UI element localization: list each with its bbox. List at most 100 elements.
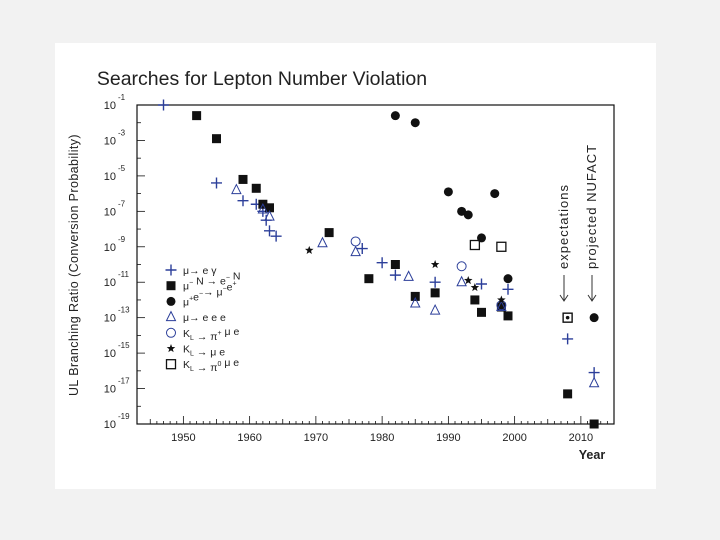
legend-label-part: N → e bbox=[193, 276, 226, 288]
y-tick-exponent: -9 bbox=[118, 235, 126, 244]
y-tick-label: 10 bbox=[104, 419, 116, 431]
data-point bbox=[237, 195, 249, 207]
data-point bbox=[304, 245, 314, 254]
data-point bbox=[350, 245, 361, 257]
y-tick-exponent: -19 bbox=[118, 412, 130, 421]
chart-panel: Searches for Lepton Number Violation UL … bbox=[55, 43, 656, 489]
legend-marker bbox=[166, 281, 176, 291]
y-tick-exponent: -11 bbox=[118, 270, 130, 279]
y-tick-label: 10 bbox=[104, 171, 116, 183]
legend-label-part: μ e bbox=[222, 326, 240, 338]
expectations-label: expectations bbox=[556, 184, 571, 269]
data-point bbox=[390, 111, 400, 121]
x-tick-label: 2010 bbox=[569, 432, 593, 444]
legend-label-part: + bbox=[233, 280, 237, 287]
data-point bbox=[238, 174, 248, 184]
y-tick-label: 10 bbox=[104, 313, 116, 325]
x-axis-ticks: 1950 1960 1970 1980 1990 2000 2010 bbox=[149, 416, 615, 444]
legend-label-part: + bbox=[189, 295, 193, 302]
series-5 bbox=[304, 245, 506, 304]
legend-label-part: → π bbox=[194, 331, 218, 343]
legend-marker bbox=[166, 327, 176, 338]
data-point bbox=[463, 210, 473, 220]
legend-label-part: − bbox=[226, 275, 230, 282]
data-point bbox=[476, 278, 487, 290]
data-point bbox=[456, 275, 467, 287]
legend-label-part: → μ e bbox=[194, 347, 225, 359]
lepton-number-violation-chart: Searches for Lepton Number Violation UL … bbox=[67, 68, 615, 462]
data-point bbox=[470, 283, 480, 292]
legend-label-part: μ bbox=[183, 296, 189, 308]
legend-entry: μ→ e e e bbox=[183, 312, 226, 324]
data-point bbox=[589, 313, 599, 323]
data-point bbox=[502, 283, 514, 295]
y-tick-exponent: -3 bbox=[118, 128, 126, 137]
series-4 bbox=[350, 236, 507, 311]
legend-entry: KL → π+ μ e bbox=[183, 326, 239, 343]
data-point bbox=[403, 270, 414, 281]
legend-label-part: L bbox=[190, 335, 194, 342]
data-point bbox=[429, 303, 441, 315]
data-point bbox=[356, 243, 368, 255]
x-tick-label: 1960 bbox=[237, 432, 261, 444]
legend-entry: KL → μ e bbox=[183, 344, 225, 359]
projected-nufact-annotation: projected NUFACT bbox=[584, 144, 599, 302]
data-point bbox=[470, 295, 480, 305]
series-6 bbox=[469, 239, 507, 252]
legend-label-part: − bbox=[223, 285, 227, 292]
data-point bbox=[456, 261, 467, 272]
data-point bbox=[463, 275, 473, 285]
expectations-arrowhead bbox=[559, 294, 569, 302]
y-tick-label: 10 bbox=[104, 206, 116, 218]
legend-marker bbox=[166, 296, 176, 306]
legend-label-part: − bbox=[199, 290, 203, 297]
data-point bbox=[192, 111, 202, 121]
data-point bbox=[562, 333, 574, 345]
data-point bbox=[350, 236, 361, 247]
legend-label-part: μ bbox=[183, 312, 189, 324]
data-point bbox=[264, 225, 275, 237]
data-point bbox=[588, 376, 600, 388]
y-tick-label: 10 bbox=[104, 242, 116, 254]
data-point bbox=[496, 300, 507, 312]
data-point bbox=[257, 202, 269, 214]
data-point bbox=[429, 276, 441, 288]
x-tick-label: 1990 bbox=[436, 432, 460, 444]
data-point bbox=[443, 187, 453, 197]
legend-marker bbox=[165, 310, 177, 322]
data-point bbox=[490, 189, 500, 199]
y-tick-label: 10 bbox=[104, 277, 116, 289]
legend-entry: μ→ e γ bbox=[183, 265, 217, 277]
legend-marker bbox=[165, 264, 177, 276]
legend-marker bbox=[165, 359, 177, 370]
series-3 bbox=[231, 183, 600, 388]
legend-label-part: L bbox=[190, 366, 194, 373]
data-point bbox=[457, 206, 467, 216]
legend-label-part: K bbox=[183, 359, 190, 371]
data-point bbox=[364, 274, 374, 284]
y-tick-label: 10 bbox=[104, 100, 116, 112]
data-point bbox=[389, 269, 401, 281]
data-point bbox=[264, 210, 275, 221]
y-tick-label: 10 bbox=[104, 348, 116, 360]
data-point bbox=[469, 239, 481, 251]
legend-label-part: K bbox=[183, 328, 190, 340]
legend-label-part: μ bbox=[183, 281, 189, 293]
legend-label-part: 0 bbox=[218, 361, 222, 368]
legend-label-part: → π bbox=[194, 362, 218, 374]
legend-label-part: L bbox=[190, 351, 194, 358]
data-point bbox=[270, 230, 282, 242]
data-point bbox=[409, 296, 421, 308]
legend-marker bbox=[166, 344, 176, 353]
chart-title: Searches for Lepton Number Violation bbox=[97, 68, 427, 90]
legend-label-part: N bbox=[230, 271, 241, 283]
legend-entry: μ+e−→ μ−e+ bbox=[183, 280, 237, 308]
legend: μ→ e γμ− N → e− Nμ+e−→ μ−e+μ→ e e eKL → … bbox=[165, 264, 241, 374]
data-point bbox=[496, 302, 506, 312]
nufact-arrowhead bbox=[587, 294, 597, 302]
data-point bbox=[497, 295, 506, 304]
legend-label-part: → μ bbox=[203, 286, 222, 298]
data-point bbox=[589, 419, 599, 429]
data-point bbox=[410, 291, 420, 301]
data-point bbox=[563, 389, 573, 399]
